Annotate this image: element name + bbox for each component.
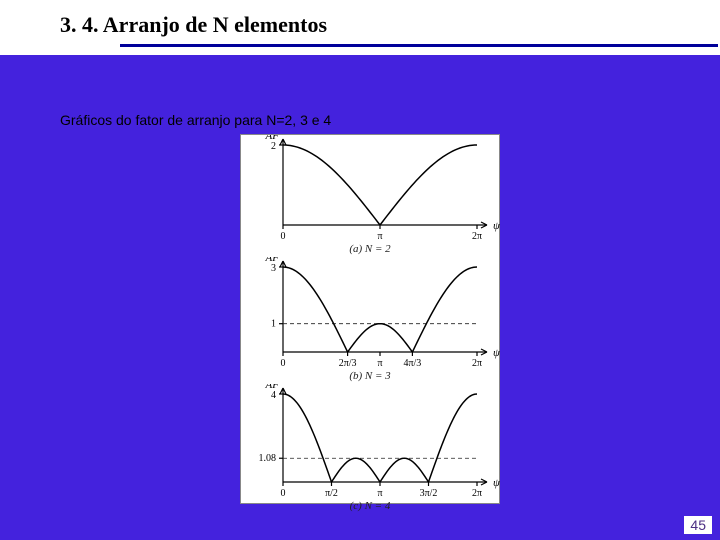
svg-text:2π: 2π	[472, 358, 482, 369]
chart-n3: 3AF 1 0 2π/3 π 4π/3 2π ψ	[241, 257, 501, 372]
svg-text:0: 0	[281, 231, 286, 242]
svg-text:1.08: 1.08	[259, 453, 277, 464]
chart-caption-n4: (c) N = 4	[241, 500, 499, 512]
svg-text:π: π	[377, 488, 382, 499]
svg-text:3: 3	[271, 263, 276, 274]
page-number: 45	[684, 516, 712, 534]
chart-caption-n3: (b) N = 3	[241, 370, 499, 382]
svg-text:AF: AF	[265, 384, 280, 391]
page-title: 3. 4. Arranjo de N elementos	[60, 12, 720, 38]
svg-text:π/2: π/2	[325, 488, 338, 499]
chart-container-n4: 4AF 1.08 0 π/2 π 3π/2 2π ψ (c) N = 4	[241, 384, 499, 512]
svg-text:ψ: ψ	[493, 220, 500, 232]
subtitle-text: Gráficos do fator de arranjo para N=2, 3…	[60, 112, 331, 128]
svg-text:2π: 2π	[472, 488, 482, 499]
svg-text:π: π	[377, 231, 382, 242]
chart-n2: 2AF 0 π 2π ψ	[241, 135, 501, 245]
svg-text:2π/3: 2π/3	[339, 358, 357, 369]
svg-text:4: 4	[271, 390, 276, 401]
svg-text:0: 0	[281, 488, 286, 499]
svg-text:2: 2	[271, 141, 276, 152]
svg-text:1: 1	[271, 319, 276, 330]
svg-text:3π/2: 3π/2	[420, 488, 438, 499]
svg-text:π: π	[377, 358, 382, 369]
chart-n4: 4AF 1.08 0 π/2 π 3π/2 2π ψ	[241, 384, 501, 502]
svg-text:0: 0	[281, 358, 286, 369]
svg-text:4π/3: 4π/3	[403, 358, 421, 369]
title-area: 3. 4. Arranjo de N elementos	[0, 0, 720, 55]
chart-caption-n2: (a) N = 2	[241, 243, 499, 255]
charts-panel: 2AF0π2πψ(a) N = 23AF102π/3π4π/32πψ(b) N …	[240, 134, 500, 504]
title-underline	[120, 44, 718, 47]
chart-container-n2: 2AF 0 π 2π ψ (a) N = 2	[241, 135, 499, 255]
svg-text:AF: AF	[265, 257, 280, 264]
chart-container-n3: 3AF 1 0 2π/3 π 4π/3 2π ψ (b) N = 3	[241, 257, 499, 382]
svg-text:ψ: ψ	[493, 347, 500, 359]
svg-text:AF: AF	[265, 135, 280, 142]
svg-text:2π: 2π	[472, 231, 482, 242]
accent-block	[60, 80, 110, 94]
svg-text:ψ: ψ	[493, 477, 500, 489]
